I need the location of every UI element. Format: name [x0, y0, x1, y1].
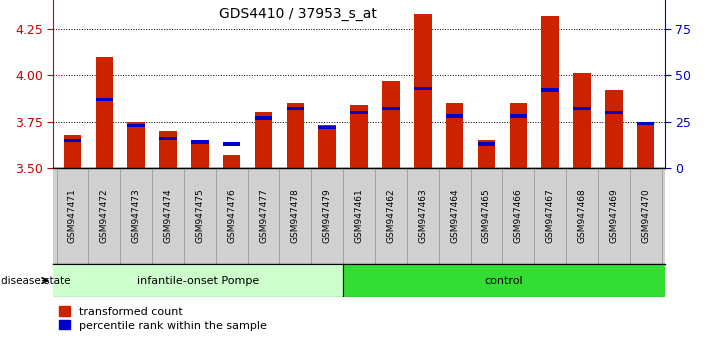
Bar	[446, 103, 464, 168]
Bar	[605, 111, 623, 114]
Bar	[223, 155, 240, 168]
Bar	[64, 139, 81, 142]
Text: GSM947473: GSM947473	[132, 189, 141, 243]
Bar	[127, 122, 145, 168]
Text: GSM947472: GSM947472	[100, 189, 109, 243]
Bar	[191, 144, 208, 168]
Bar	[446, 114, 464, 118]
Bar	[573, 73, 591, 168]
Text: GSM947464: GSM947464	[450, 189, 459, 243]
Bar	[510, 103, 527, 168]
Bar	[343, 264, 665, 297]
Bar	[319, 126, 336, 129]
Bar	[64, 135, 81, 168]
Bar	[255, 113, 272, 168]
Bar	[191, 141, 208, 144]
Text: disease state: disease state	[1, 275, 71, 286]
Bar	[287, 107, 304, 110]
Text: GSM947465: GSM947465	[482, 189, 491, 243]
Bar	[541, 88, 559, 92]
Bar	[637, 122, 654, 125]
Text: GSM947467: GSM947467	[545, 189, 555, 243]
Bar	[287, 103, 304, 168]
Text: GSM947470: GSM947470	[641, 189, 650, 243]
Bar	[351, 105, 368, 168]
Text: GSM947462: GSM947462	[386, 189, 395, 243]
Bar	[382, 81, 400, 168]
Bar	[127, 124, 145, 127]
Text: GSM947466: GSM947466	[514, 189, 523, 243]
Text: GSM947478: GSM947478	[291, 189, 300, 243]
Bar	[159, 131, 177, 168]
Text: GSM947469: GSM947469	[609, 189, 619, 243]
Text: GSM947475: GSM947475	[196, 189, 204, 243]
Bar	[159, 137, 177, 140]
Bar	[53, 264, 343, 297]
Bar	[95, 98, 113, 101]
Bar	[541, 16, 559, 168]
Text: GSM947468: GSM947468	[577, 189, 587, 243]
Text: GSM947476: GSM947476	[228, 189, 236, 243]
Bar	[414, 14, 432, 168]
Text: GSM947463: GSM947463	[418, 189, 427, 243]
Bar	[573, 107, 591, 110]
Bar	[351, 111, 368, 114]
Bar	[637, 122, 654, 168]
Text: GSM947474: GSM947474	[164, 189, 173, 243]
Text: GSM947461: GSM947461	[355, 189, 363, 243]
Bar	[223, 142, 240, 145]
Text: GDS4410 / 37953_s_at: GDS4410 / 37953_s_at	[219, 7, 377, 21]
Text: GSM947477: GSM947477	[259, 189, 268, 243]
Bar	[95, 57, 113, 168]
Text: GSM947479: GSM947479	[323, 189, 332, 243]
Text: infantile-onset Pompe: infantile-onset Pompe	[137, 275, 260, 286]
Bar	[478, 140, 495, 168]
Bar	[478, 142, 495, 145]
Text: GSM947471: GSM947471	[68, 189, 77, 243]
Bar	[382, 107, 400, 110]
Bar	[255, 116, 272, 120]
Text: control: control	[485, 275, 523, 286]
Bar	[605, 90, 623, 168]
Bar	[319, 125, 336, 168]
Bar	[510, 114, 527, 118]
Bar	[414, 87, 432, 90]
Legend: transformed count, percentile rank within the sample: transformed count, percentile rank withi…	[59, 307, 267, 331]
